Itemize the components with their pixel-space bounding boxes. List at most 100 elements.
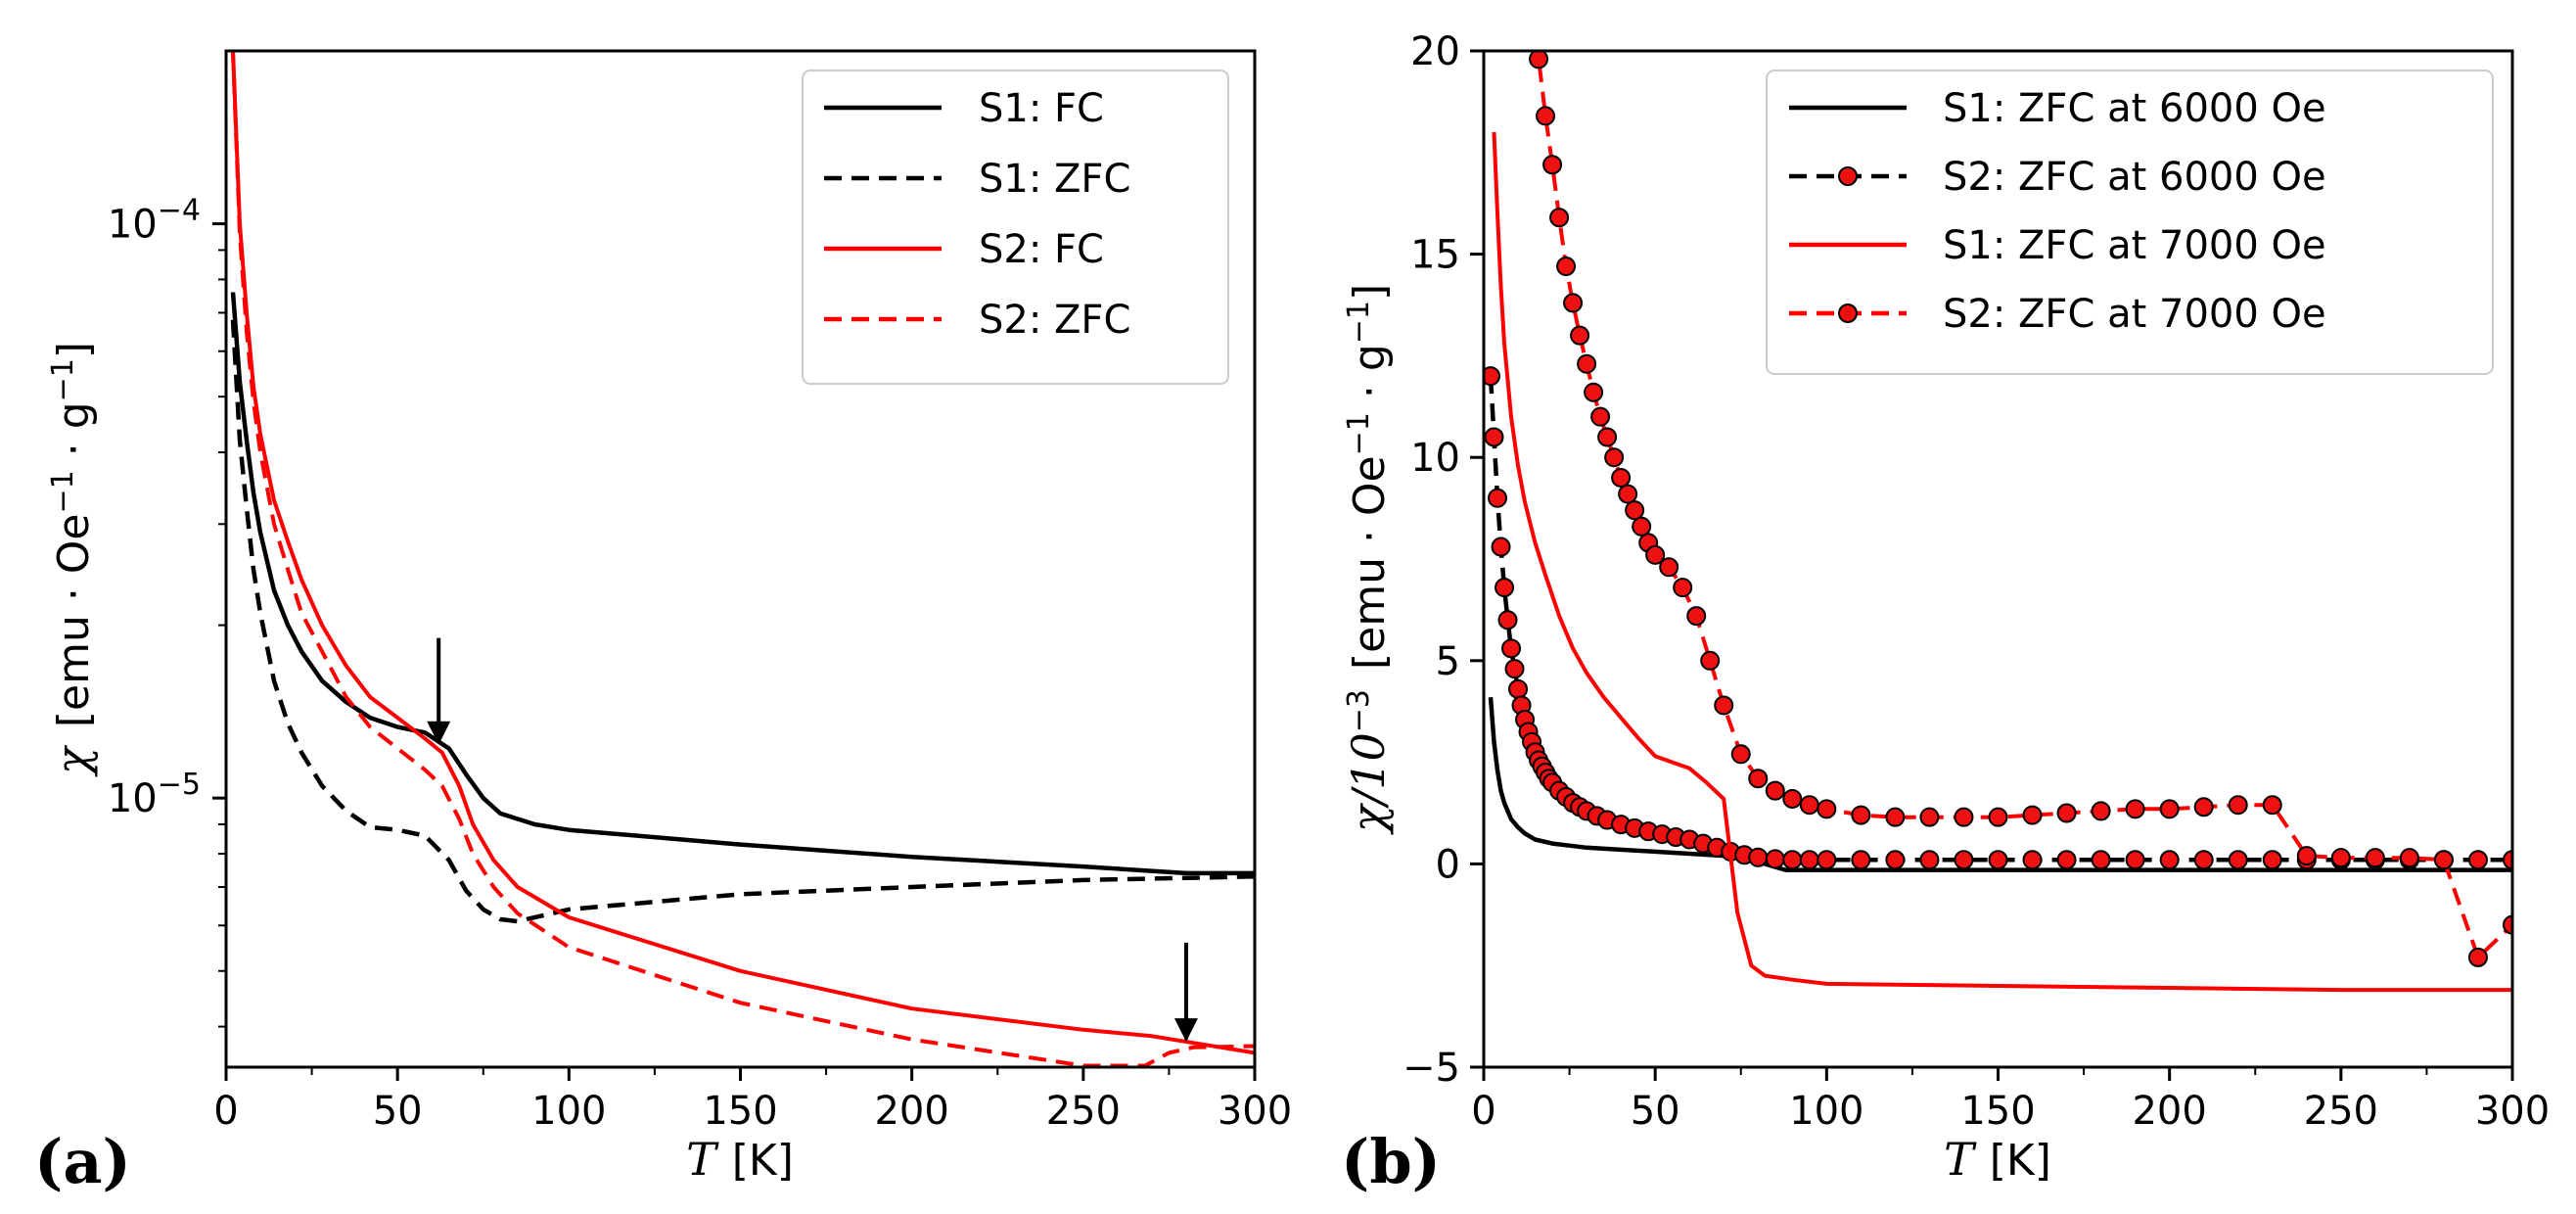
data-point bbox=[2296, 846, 2317, 866]
data-point bbox=[1765, 780, 1785, 801]
data-point bbox=[2467, 850, 2488, 870]
legend-label: S1: ZFC bbox=[979, 157, 1130, 202]
x-tick-label: 150 bbox=[1960, 1089, 2035, 1134]
series-line bbox=[1492, 131, 2512, 993]
legend-label: S2: ZFC at 7000 Oe bbox=[1943, 292, 2326, 337]
panel-a-annotation-layer bbox=[427, 637, 1198, 1043]
y-tick-label: 10−4 bbox=[108, 194, 201, 248]
data-point bbox=[2159, 799, 2180, 819]
data-point bbox=[1919, 807, 1940, 827]
panel-a: 0 50 100 150 200 250 300 10−5 10−4 (a) T [K] χ … bbox=[34, 49, 1292, 1197]
data-point bbox=[1954, 850, 1974, 870]
x-tick-label: 200 bbox=[874, 1089, 948, 1134]
data-point bbox=[1782, 788, 1803, 809]
data-point bbox=[2091, 850, 2111, 870]
data-point bbox=[1673, 578, 1693, 598]
panel-b-xaxis: 0 50 100 150 200 250 300 bbox=[1471, 1067, 2550, 1134]
data-point bbox=[1501, 638, 1522, 659]
data-point bbox=[1885, 807, 1906, 827]
data-point bbox=[1529, 51, 1549, 70]
panel-b-letter: (b) bbox=[1341, 1126, 1441, 1197]
x-tick-label: 50 bbox=[373, 1089, 423, 1134]
x-tick-label: 300 bbox=[2475, 1089, 2550, 1134]
data-point bbox=[2125, 850, 2145, 870]
legend-label: S1: ZFC at 7000 Oe bbox=[1943, 223, 2326, 268]
data-point bbox=[1590, 406, 1611, 427]
data-point bbox=[1714, 695, 1734, 716]
x-tick-label: 200 bbox=[2132, 1089, 2206, 1134]
panel-a-yaxis: 10−5 10−4 bbox=[108, 194, 226, 1028]
data-point bbox=[1604, 447, 1625, 468]
panel-b-legend-items: S1: ZFC at 6000 Oe S2: ZFC at 6000 Oe S1: … bbox=[1789, 86, 2326, 337]
data-point bbox=[1659, 557, 1679, 578]
data-point bbox=[1497, 610, 1518, 630]
panel-a-legend: S1: FC S1: ZFC S2: FC S2: ZFC bbox=[802, 70, 1229, 385]
data-point bbox=[1851, 850, 1871, 870]
data-point bbox=[1570, 325, 1590, 346]
data-point bbox=[1645, 544, 1666, 565]
x-tick-label: 100 bbox=[531, 1089, 606, 1134]
data-point bbox=[2022, 805, 2043, 825]
y-tick-label: 10 bbox=[1410, 436, 1460, 481]
x-tick-label: 0 bbox=[1471, 1089, 1495, 1134]
data-point bbox=[1919, 850, 1940, 870]
y-tick-label: 20 bbox=[1410, 29, 1460, 74]
data-point bbox=[1508, 678, 1529, 699]
y-tick-label: 0 bbox=[1436, 842, 1460, 887]
panel-b-yaxis: −5 0 5 10 15 20 bbox=[1403, 29, 1484, 1091]
data-point bbox=[2503, 850, 2512, 870]
panel-b-series-layer bbox=[1484, 1, 2512, 993]
data-point bbox=[1618, 484, 1638, 504]
data-point bbox=[1625, 500, 1645, 521]
data-point bbox=[1817, 799, 1837, 819]
panel-a-ylabel: χ [emu · Oe−1 · g−1] bbox=[46, 342, 99, 777]
data-point bbox=[2433, 850, 2454, 870]
x-tick-label: 150 bbox=[703, 1089, 777, 1134]
data-point bbox=[2193, 797, 2214, 817]
series-line bbox=[1488, 697, 2512, 872]
data-point bbox=[1988, 850, 2008, 870]
data-point bbox=[2056, 803, 2077, 823]
legend-label: S1: ZFC at 6000 Oe bbox=[1943, 86, 2326, 131]
y-tick-label: −5 bbox=[1403, 1046, 1460, 1091]
y-tick-label: 10−5 bbox=[108, 768, 201, 821]
data-point bbox=[1491, 537, 1511, 557]
data-point bbox=[2262, 795, 2282, 816]
panel-a-xaxis: 0 50 100 150 200 250 300 bbox=[213, 1067, 1292, 1134]
data-point bbox=[2262, 850, 2282, 870]
series-line bbox=[230, 319, 1255, 924]
data-point bbox=[1730, 744, 1751, 765]
data-point bbox=[2193, 850, 2214, 870]
data-point bbox=[1686, 606, 1707, 627]
data-point bbox=[1765, 849, 1785, 869]
legend-marker bbox=[1838, 166, 1858, 186]
legend-marker bbox=[1838, 304, 1858, 323]
panel-b-xlabel: T [K] bbox=[1944, 1133, 2051, 1186]
data-point bbox=[2125, 799, 2145, 819]
x-tick-label: 0 bbox=[213, 1089, 238, 1134]
data-point bbox=[1536, 106, 1556, 126]
data-point bbox=[2228, 795, 2248, 816]
data-point bbox=[1782, 850, 1803, 870]
panel-a-xlabel: T [K] bbox=[686, 1133, 794, 1186]
panel-a-legend-items: S1: FC S1: ZFC S2: FC S2: ZFC bbox=[824, 86, 1130, 343]
data-point bbox=[2365, 848, 2385, 868]
data-point bbox=[1549, 208, 1570, 228]
series-line bbox=[231, 51, 1255, 1067]
data-point bbox=[2330, 848, 2351, 868]
panel-b-legend: S1: ZFC at 6000 Oe S2: ZFC at 6000 Oe S1: … bbox=[1766, 70, 2494, 375]
y-tick-label: 15 bbox=[1410, 233, 1460, 278]
data-point bbox=[1523, 1, 1541, 19]
data-point bbox=[2159, 850, 2180, 870]
x-tick-label: 250 bbox=[1046, 1089, 1121, 1134]
data-point bbox=[1488, 488, 1508, 508]
data-point bbox=[1632, 516, 1652, 537]
y-tick-label: 5 bbox=[1436, 639, 1460, 684]
data-point bbox=[1799, 795, 1819, 816]
legend-label: S2: ZFC bbox=[979, 298, 1130, 343]
data-point bbox=[1495, 578, 1515, 598]
data-point bbox=[1577, 353, 1597, 374]
x-tick-label: 250 bbox=[2304, 1089, 2378, 1134]
